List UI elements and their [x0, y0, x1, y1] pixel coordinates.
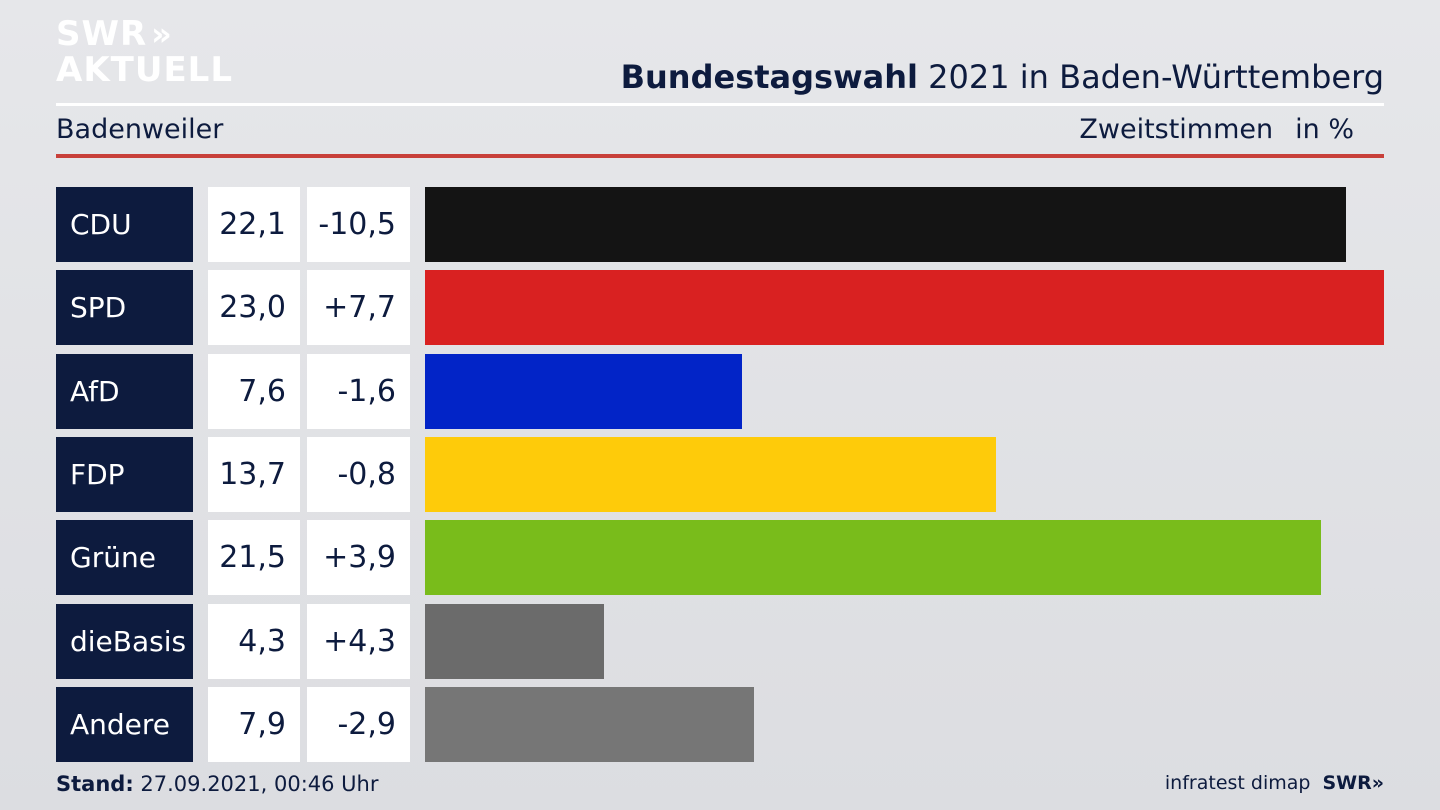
change-value: -0,8 — [307, 436, 410, 512]
logo-chevron-icon: » — [151, 15, 172, 53]
change-value: +7,7 — [307, 270, 410, 346]
vote-share-value: 21,5 — [208, 520, 300, 596]
party-row: Grüne 21,5 +3,9 — [56, 520, 1384, 596]
party-label: Grüne — [56, 520, 193, 596]
vote-share-bar — [425, 353, 742, 429]
header-divider — [56, 103, 1384, 106]
vote-share-bar — [425, 270, 1384, 346]
change-value: -10,5 — [307, 187, 410, 262]
stand-label: Stand: — [56, 772, 134, 796]
subheader-divider — [56, 154, 1384, 158]
vote-share-value: 23,0 — [208, 270, 300, 346]
change-value: +3,9 — [307, 520, 410, 596]
logo-aktuell-text: AKTUELL — [56, 50, 234, 90]
party-row: Andere 7,9 -2,9 — [56, 686, 1384, 762]
party-row: AfD 7,6 -1,6 — [56, 353, 1384, 429]
party-label: AfD — [56, 353, 193, 429]
vote-share-value: 13,7 — [208, 436, 300, 512]
party-label: FDP — [56, 436, 193, 512]
vote-share-bar — [425, 187, 1347, 262]
party-label: dieBasis — [56, 603, 193, 679]
party-row: dieBasis 4,3 +4,3 — [56, 603, 1384, 679]
swr-aktuell-logo: SWR» AKTUELL — [56, 16, 233, 88]
change-value: -2,9 — [307, 686, 410, 762]
vote-share-value: 22,1 — [208, 187, 300, 262]
party-label: Andere — [56, 686, 193, 762]
vote-share-value: 7,6 — [208, 353, 300, 429]
stand-value: 27.09.2021, 00:46 Uhr — [133, 772, 379, 796]
vote-share-value: 4,3 — [208, 603, 300, 679]
vote-share-value: 7,9 — [208, 686, 300, 762]
chart-title-rest: 2021 in Baden-Württemberg — [917, 58, 1384, 96]
vote-share-bar — [425, 520, 1322, 596]
vote-type-label: Zweitstimmen in % — [1079, 114, 1354, 145]
municipality-name: Badenweiler — [56, 114, 224, 145]
change-value: +4,3 — [307, 603, 410, 679]
party-label: CDU — [56, 187, 193, 262]
vote-share-bar — [425, 436, 997, 512]
party-label: SPD — [56, 270, 193, 346]
logo-swr-text: SWR — [56, 14, 148, 54]
source-credit: infratest dimap SWR» — [1165, 772, 1384, 794]
vote-type-text: Zweitstimmen — [1079, 114, 1274, 145]
change-value: -1,6 — [307, 353, 410, 429]
chart-title-bold: Bundestagswahl — [620, 58, 918, 96]
party-row: FDP 13,7 -0,8 — [56, 436, 1384, 512]
vote-share-bar — [425, 603, 605, 679]
party-row: CDU 22,1 -10,5 — [56, 187, 1384, 262]
timestamp: Stand: 27.09.2021, 00:46 Uhr — [56, 772, 379, 796]
source-text: infratest dimap — [1164, 772, 1311, 794]
swr-brand-logo: SWR» — [1322, 772, 1384, 794]
chart-title: Bundestagswahl 2021 in Baden-Württemberg — [621, 58, 1384, 96]
vote-share-bar — [425, 686, 755, 762]
unit-label: in % — [1295, 114, 1354, 145]
party-row: SPD 23,0 +7,7 — [56, 270, 1384, 346]
